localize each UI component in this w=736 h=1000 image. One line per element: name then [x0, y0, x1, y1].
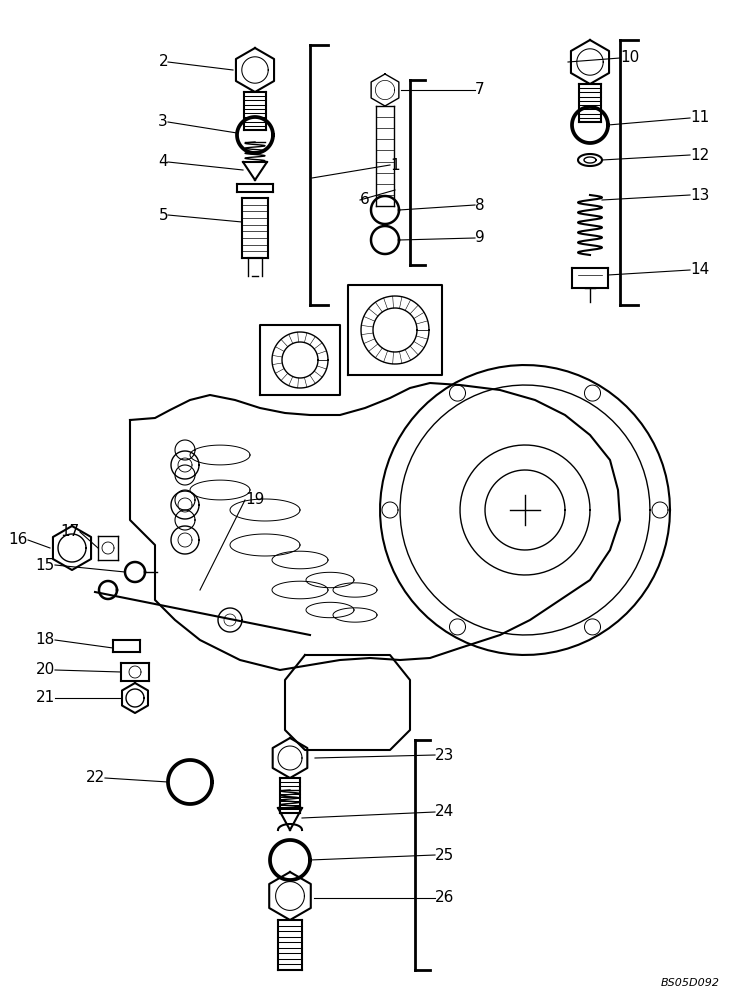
Text: 8: 8 [475, 198, 484, 213]
Text: 7: 7 [475, 83, 484, 98]
Text: 9: 9 [475, 231, 485, 245]
Text: 12: 12 [690, 147, 710, 162]
Text: 15: 15 [36, 558, 55, 572]
Text: 20: 20 [36, 662, 55, 678]
Text: 10: 10 [620, 50, 640, 66]
Text: 18: 18 [36, 633, 55, 648]
Text: 22: 22 [86, 770, 105, 786]
Text: 2: 2 [158, 54, 168, 70]
Text: 3: 3 [158, 114, 168, 129]
Text: 19: 19 [245, 492, 264, 508]
Text: 13: 13 [690, 188, 710, 202]
Text: 25: 25 [435, 848, 454, 862]
Text: 23: 23 [435, 748, 454, 762]
Text: 14: 14 [690, 262, 710, 277]
Text: BS05D092: BS05D092 [661, 978, 720, 988]
Text: 1: 1 [390, 157, 400, 172]
Text: 17: 17 [61, 524, 80, 540]
Text: 26: 26 [435, 890, 454, 906]
Text: 24: 24 [435, 804, 454, 820]
Text: 4: 4 [158, 154, 168, 169]
Text: 6: 6 [360, 192, 369, 208]
Text: 5: 5 [158, 208, 168, 223]
Text: 16: 16 [9, 532, 28, 548]
Text: 21: 21 [36, 690, 55, 706]
Text: 11: 11 [690, 110, 710, 125]
